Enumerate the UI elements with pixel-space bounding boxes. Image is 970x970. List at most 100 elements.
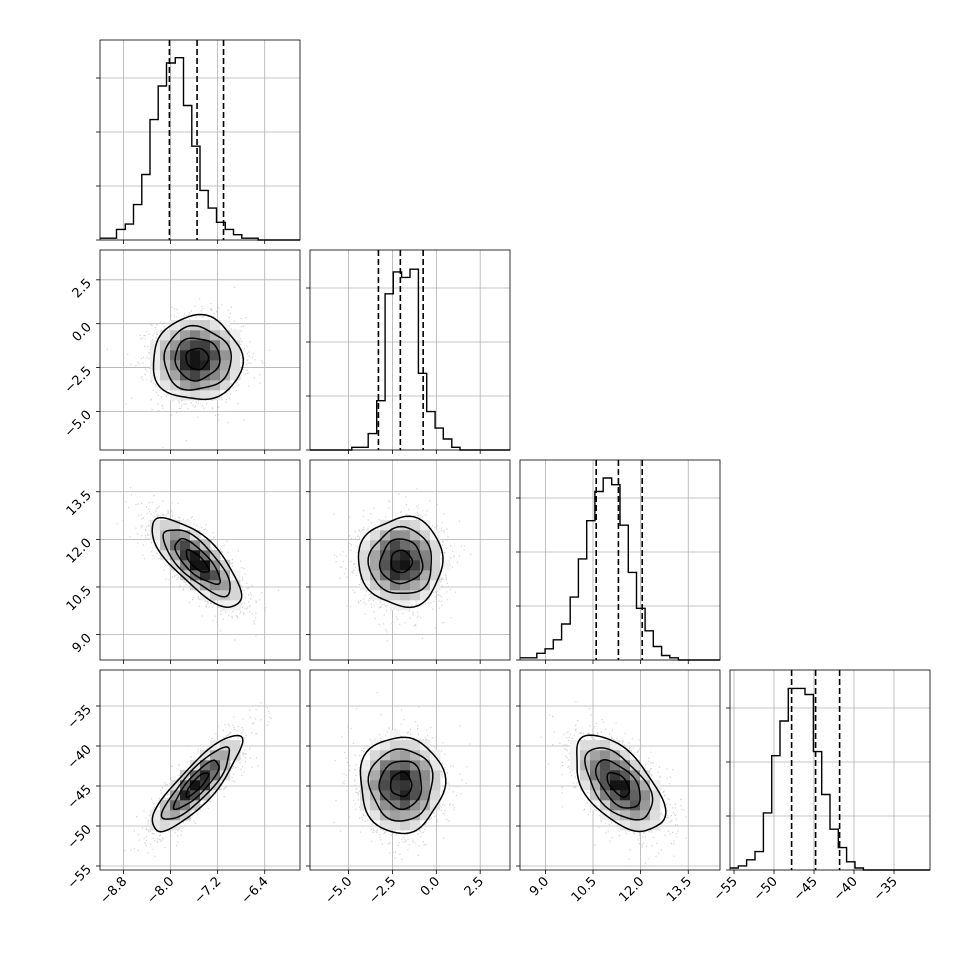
density-cell	[220, 370, 231, 381]
density-cell	[190, 580, 201, 591]
density-cell	[400, 790, 411, 801]
density-cell	[420, 570, 431, 581]
density-cell	[210, 560, 221, 571]
density-cell	[390, 820, 401, 831]
density-cell	[150, 820, 161, 831]
density-cell	[630, 820, 641, 831]
density-cell	[190, 390, 201, 401]
density-cell	[370, 570, 381, 581]
density-cell	[170, 520, 181, 531]
density-cell	[420, 560, 431, 571]
density-cell	[430, 790, 441, 801]
density-cell	[180, 330, 191, 341]
density-cell	[390, 540, 401, 551]
density-cell	[230, 340, 241, 351]
density-cell	[640, 790, 651, 801]
contour-line	[357, 515, 444, 609]
density-cell	[230, 590, 241, 601]
histogram-panel-1	[306, 249, 511, 451]
density-cell	[230, 570, 241, 581]
x-tick-label-2-2: 12.0	[616, 874, 647, 905]
density-cell	[220, 320, 231, 331]
density-cell	[190, 560, 201, 571]
contour-line	[367, 748, 434, 822]
contour-line	[378, 760, 423, 811]
density-cell	[190, 530, 201, 541]
density-cell	[360, 780, 371, 791]
density-cell	[180, 790, 191, 801]
density-cell	[380, 520, 391, 531]
density-cell	[160, 370, 171, 381]
density-cell	[210, 550, 221, 561]
density-cell	[430, 560, 441, 571]
density-cell	[190, 760, 201, 771]
density-cell	[190, 550, 201, 561]
density-cell	[590, 750, 601, 761]
density-cell	[400, 820, 411, 831]
density-cell	[230, 580, 241, 591]
x-tick-label-1-3: 2.5	[462, 874, 487, 899]
density-cell	[420, 530, 431, 541]
density-cell	[180, 320, 191, 331]
joint-panel-2-0	[99, 459, 301, 661]
density-cell	[360, 760, 371, 771]
density-cell	[220, 740, 231, 751]
density-cell	[360, 570, 371, 581]
density-cell	[150, 340, 161, 351]
density-cell	[150, 350, 161, 361]
joint-panel-3-2	[519, 669, 721, 871]
contour-line	[185, 347, 210, 371]
density-cell	[190, 330, 201, 341]
density-cell	[390, 780, 401, 791]
density-cell	[190, 770, 201, 781]
density-cell	[400, 560, 411, 571]
density-cell	[430, 540, 441, 551]
density-cell	[360, 560, 371, 571]
density-cell	[230, 330, 241, 341]
contour-line	[389, 771, 413, 798]
density-cell	[180, 360, 191, 371]
density-cell	[400, 520, 411, 531]
density-cell	[430, 750, 441, 761]
y-tick-label-3-0: −55	[65, 862, 95, 892]
x-tick-label-1-0: −5.0	[322, 874, 355, 907]
density-cell	[220, 570, 231, 581]
density-cell	[200, 590, 211, 601]
density-cell	[380, 800, 391, 811]
y-tick-label-3-3: −40	[65, 742, 95, 772]
density-cell	[170, 790, 181, 801]
density-cell	[180, 770, 191, 781]
histogram-panel-2	[516, 459, 721, 661]
density-cell	[200, 780, 211, 791]
density-cell	[220, 340, 231, 351]
density-cell	[400, 760, 411, 771]
x-tick-label-3-3: −40	[831, 874, 861, 904]
density-cell	[400, 540, 411, 551]
x-tick-label-3-4: −35	[871, 874, 901, 904]
density-cell	[640, 820, 651, 831]
density-cell	[160, 550, 171, 561]
density-cell	[190, 370, 201, 381]
density-cell	[180, 340, 191, 351]
density-cell	[360, 800, 371, 811]
contour-line	[584, 747, 654, 821]
density-cell	[400, 590, 411, 601]
x-tick-label-2-0: 9.0	[527, 874, 552, 899]
density-cell	[370, 760, 381, 771]
density-cell	[430, 780, 441, 791]
density-cell	[360, 540, 371, 551]
density-cell	[420, 800, 431, 811]
density-cell	[400, 550, 411, 561]
density-cell	[200, 320, 211, 331]
density-cell	[390, 600, 401, 611]
histogram-panel-3	[726, 669, 931, 871]
density-cell	[380, 790, 391, 801]
density-cell	[610, 810, 621, 821]
density-cell	[170, 550, 181, 561]
density-cell	[580, 740, 591, 751]
density-cell	[410, 810, 421, 821]
density-cell	[650, 800, 661, 811]
density-cell	[200, 330, 211, 341]
density-cell	[160, 520, 171, 531]
density-cell	[200, 580, 211, 591]
